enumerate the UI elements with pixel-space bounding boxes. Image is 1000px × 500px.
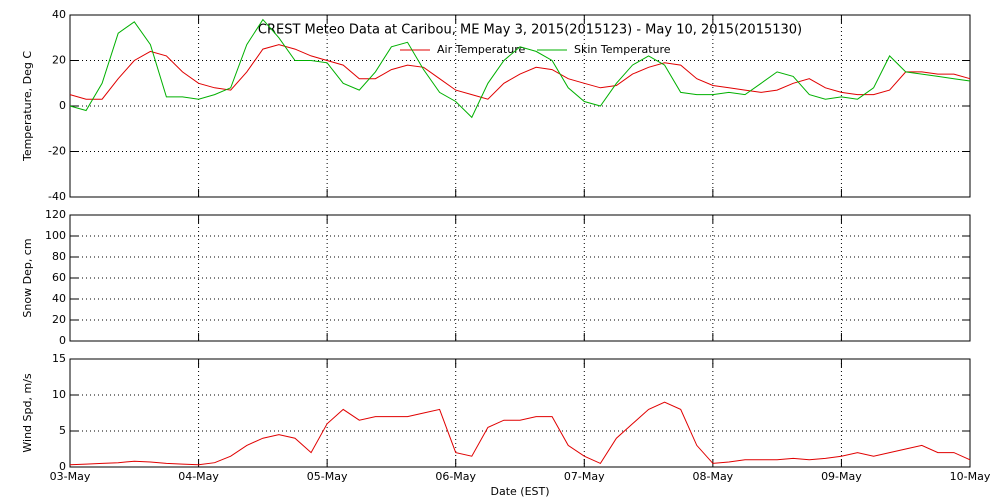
x-tick-label: 05-May — [307, 470, 348, 483]
y-tick-label: 5 — [59, 424, 66, 437]
y-tick-label: 0 — [59, 460, 66, 473]
y-tick-label: -20 — [48, 145, 66, 158]
x-tick-label: 03-May — [50, 470, 91, 483]
y-tick-label: 0 — [59, 99, 66, 112]
x-axis-label: Date (EST) — [490, 485, 549, 498]
chart-title: CREST Meteo Data at Caribou, ME May 3, 2… — [258, 23, 802, 38]
legend-label: Skin Temperature — [574, 43, 671, 56]
x-tick-label: 10-May — [950, 470, 991, 483]
x-tick-label: 04-May — [178, 470, 219, 483]
data-line — [69, 401, 971, 466]
data-line — [69, 18, 971, 119]
plot-frame — [69, 214, 971, 342]
x-tick-label: 08-May — [692, 470, 733, 483]
y-axis-label: Snow Dep, cm — [21, 238, 34, 317]
y-tick-label: 60 — [52, 271, 66, 284]
y-axis-label: Temperature, Deg C — [21, 51, 34, 162]
plot-frame — [69, 358, 971, 468]
y-tick-label: 0 — [59, 334, 66, 347]
y-tick-label: 10 — [52, 388, 66, 401]
legend-label: Air Temperature — [437, 43, 526, 56]
y-axis-label: Wind Spd, m/s — [21, 373, 34, 453]
y-tick-label: 100 — [45, 229, 66, 242]
y-tick-label: 15 — [52, 352, 66, 365]
y-tick-label: 20 — [52, 54, 66, 67]
x-tick-label: 07-May — [564, 470, 605, 483]
y-tick-label: 120 — [45, 208, 66, 221]
y-tick-label: 40 — [52, 8, 66, 21]
y-tick-label: 80 — [52, 250, 66, 263]
y-tick-label: 40 — [52, 292, 66, 305]
x-tick-label: 06-May — [435, 470, 476, 483]
y-tick-label: 20 — [52, 313, 66, 326]
x-tick-label: 09-May — [821, 470, 862, 483]
data-line — [69, 44, 971, 100]
y-tick-label: -40 — [48, 190, 66, 203]
